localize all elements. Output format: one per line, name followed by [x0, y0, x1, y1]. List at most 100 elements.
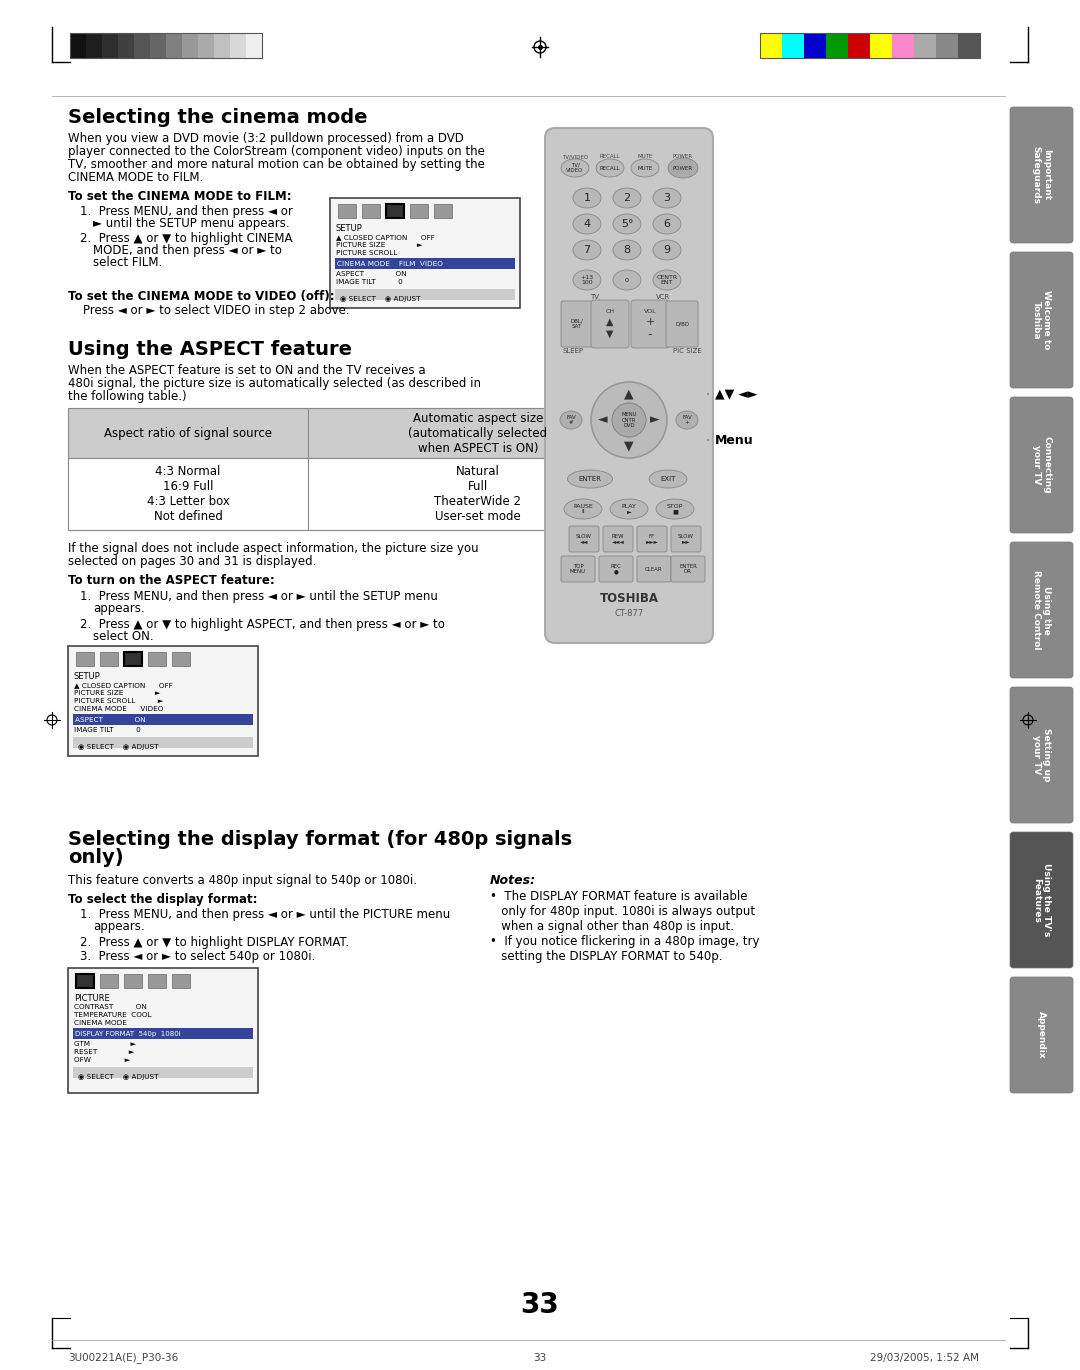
Text: REW
◄◄◄: REW ◄◄◄	[611, 533, 624, 544]
Text: -: -	[648, 327, 652, 341]
Text: Using the
Remote Control: Using the Remote Control	[1031, 570, 1051, 649]
Text: Natural
Full
TheaterWide 2
User-set mode: Natural Full TheaterWide 2 User-set mode	[434, 464, 522, 523]
Text: appears.: appears.	[93, 921, 145, 933]
Text: PICTURE: PICTURE	[75, 995, 110, 1003]
Text: PICTURE SCROLL: PICTURE SCROLL	[336, 249, 397, 256]
Text: TV, smoother and more natural motion can be obtained by setting the: TV, smoother and more natural motion can…	[68, 158, 485, 171]
Text: ◄: ◄	[598, 414, 608, 426]
Text: 2.  Press ▲ or ▼ to highlight CINEMA: 2. Press ▲ or ▼ to highlight CINEMA	[80, 232, 293, 245]
Text: Selecting the display format (for 480p signals: Selecting the display format (for 480p s…	[68, 830, 572, 849]
Bar	[73, 1028, 253, 1038]
FancyBboxPatch shape	[1010, 686, 1074, 823]
Ellipse shape	[613, 188, 642, 208]
Text: ASPECT              ON: ASPECT ON	[75, 717, 146, 723]
FancyBboxPatch shape	[561, 556, 595, 582]
Text: Press ◄ or ► to select VIDEO in step 2 above.: Press ◄ or ► to select VIDEO in step 2 a…	[83, 304, 350, 316]
Text: FF
►►►: FF ►►►	[646, 533, 659, 544]
Text: selected on pages 30 and 31 is displayed.: selected on pages 30 and 31 is displayed…	[68, 555, 316, 569]
Text: player connected to the ColorStream (component video) inputs on the: player connected to the ColorStream (com…	[68, 145, 485, 158]
Bar	[124, 652, 141, 666]
Text: Welcome to
Toshiba: Welcome to Toshiba	[1031, 290, 1051, 349]
Bar	[148, 974, 166, 988]
Text: ENTER: ENTER	[579, 475, 602, 482]
Ellipse shape	[613, 214, 642, 234]
Text: ▼: ▼	[624, 440, 634, 452]
Text: PICTURE SIZE              ►: PICTURE SIZE ►	[75, 690, 161, 696]
Text: CINEMA MODE      VIDEO: CINEMA MODE VIDEO	[75, 706, 163, 712]
Circle shape	[591, 382, 667, 458]
Text: ▲ CLOSED CAPTION      OFF: ▲ CLOSED CAPTION OFF	[75, 682, 173, 688]
Ellipse shape	[573, 270, 600, 290]
Ellipse shape	[564, 499, 602, 519]
Text: ◉ SELECT    ◉ ADJUST: ◉ SELECT ◉ ADJUST	[340, 296, 420, 301]
Text: PIC SIZE: PIC SIZE	[673, 348, 701, 353]
Text: TV: TV	[591, 295, 599, 300]
Bar	[214, 33, 230, 58]
Ellipse shape	[596, 159, 624, 177]
Bar	[148, 652, 166, 666]
Bar	[73, 737, 253, 748]
Ellipse shape	[613, 240, 642, 260]
FancyBboxPatch shape	[671, 556, 705, 582]
Text: TV/VIDEO: TV/VIDEO	[562, 153, 589, 159]
Text: 2.  Press ▲ or ▼ to highlight DISPLAY FORMAT.: 2. Press ▲ or ▼ to highlight DISPLAY FOR…	[80, 936, 349, 949]
Bar	[335, 289, 515, 300]
FancyBboxPatch shape	[1010, 977, 1074, 1093]
Text: select FILM.: select FILM.	[93, 256, 162, 269]
Text: CH: CH	[606, 310, 615, 314]
Ellipse shape	[653, 188, 681, 208]
Text: 9: 9	[663, 245, 671, 255]
Text: When the ASPECT feature is set to ON and the TV receives a: When the ASPECT feature is set to ON and…	[68, 364, 426, 377]
FancyBboxPatch shape	[1010, 832, 1074, 969]
Text: Connecting
your TV: Connecting your TV	[1031, 436, 1051, 493]
Text: To set the CINEMA MODE to VIDEO (off):: To set the CINEMA MODE to VIDEO (off):	[68, 290, 335, 303]
Text: CT-877: CT-877	[615, 608, 644, 618]
Text: REC
●: REC ●	[610, 563, 621, 574]
Text: IMAGE TILT          0: IMAGE TILT 0	[336, 279, 403, 285]
FancyBboxPatch shape	[1010, 107, 1074, 242]
Bar	[172, 652, 190, 666]
Text: RESET              ►: RESET ►	[75, 1049, 134, 1055]
Text: To turn on the ASPECT feature:: To turn on the ASPECT feature:	[68, 574, 274, 586]
Ellipse shape	[631, 159, 659, 177]
Text: GTM                  ►: GTM ►	[75, 1041, 136, 1047]
Bar	[102, 33, 118, 58]
FancyBboxPatch shape	[569, 526, 599, 552]
Text: TEMPERATURE  COOL: TEMPERATURE COOL	[75, 1012, 151, 1018]
Ellipse shape	[653, 240, 681, 260]
Bar	[335, 258, 515, 269]
Bar	[68, 969, 258, 1093]
Bar	[70, 33, 262, 58]
Bar	[76, 652, 94, 666]
FancyBboxPatch shape	[1010, 397, 1074, 533]
Bar	[68, 408, 648, 458]
Text: 7: 7	[583, 245, 591, 255]
Text: POWER: POWER	[673, 166, 693, 170]
Bar	[760, 33, 782, 58]
Text: FAV
#: FAV #	[566, 415, 576, 426]
FancyBboxPatch shape	[631, 300, 669, 348]
Text: PAUSE
II: PAUSE II	[573, 504, 593, 514]
Text: 3U00221A(E)_P30-36: 3U00221A(E)_P30-36	[68, 1352, 178, 1363]
Bar	[166, 33, 183, 58]
Text: STOP
■: STOP ■	[666, 504, 684, 514]
Ellipse shape	[561, 159, 589, 177]
Text: CLEAR: CLEAR	[645, 567, 663, 571]
Text: PLAY
►: PLAY ►	[622, 504, 636, 514]
Text: ASPECT              ON: ASPECT ON	[336, 271, 407, 277]
Text: select ON.: select ON.	[93, 630, 153, 643]
FancyBboxPatch shape	[637, 526, 667, 552]
Bar	[230, 33, 246, 58]
Text: CINEMA MODE    FILM  VIDEO: CINEMA MODE FILM VIDEO	[337, 262, 443, 267]
Text: 8: 8	[623, 245, 631, 255]
FancyBboxPatch shape	[1010, 252, 1074, 388]
FancyBboxPatch shape	[666, 301, 698, 347]
Text: only): only)	[68, 848, 123, 867]
Text: 1: 1	[583, 193, 591, 203]
Text: +13
100: +13 100	[580, 274, 594, 285]
Text: 33: 33	[534, 1354, 546, 1363]
Text: 29/03/2005, 1:52 AM: 29/03/2005, 1:52 AM	[870, 1354, 978, 1363]
Text: D/BD: D/BD	[675, 322, 689, 326]
FancyBboxPatch shape	[603, 526, 633, 552]
Ellipse shape	[656, 499, 694, 519]
